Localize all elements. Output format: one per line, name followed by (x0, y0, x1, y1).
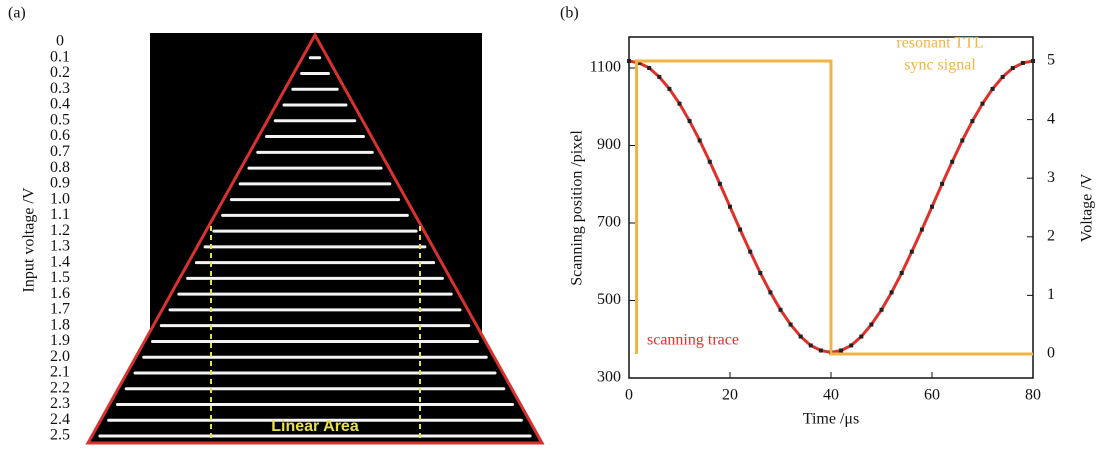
data-point (839, 348, 843, 352)
y-tick-label: 1.0 (50, 190, 70, 207)
y-tick-label: 2.4 (50, 411, 70, 428)
x-tick-label: 80 (1025, 387, 1041, 404)
data-point (789, 323, 793, 327)
y2-tick-label: 4 (1047, 110, 1055, 127)
y-tick-label: 0 (56, 33, 64, 50)
data-point (667, 87, 671, 91)
data-point (859, 335, 863, 339)
data-point (869, 323, 873, 327)
data-point (647, 66, 651, 70)
data-point (910, 250, 914, 254)
y-axis-title: Scanning position /pixel (569, 130, 586, 286)
data-point (981, 102, 985, 106)
data-point (768, 290, 772, 294)
data-point (1011, 66, 1015, 70)
y2-tick-label: 1 (1047, 286, 1055, 303)
data-point (809, 343, 813, 347)
y-tick-label: 2.2 (50, 379, 70, 396)
data-point (728, 205, 732, 209)
x-tick-label: 40 (823, 387, 839, 404)
data-point (960, 138, 964, 142)
x-tick-label: 20 (722, 387, 738, 404)
y-tick-label: 2.5 (50, 427, 70, 444)
y-tick-label: 1.2 (50, 222, 70, 239)
y-tick-label: 0.9 (50, 175, 70, 192)
panel-label: (a) (8, 5, 26, 22)
y-tick-label: 2.3 (50, 395, 70, 412)
y-tick-label: 0.7 (50, 143, 70, 160)
data-point (779, 308, 783, 312)
panel-label: (b) (560, 5, 579, 22)
y2-tick-label: 5 (1047, 52, 1055, 69)
y-tick-label: 0.3 (50, 80, 70, 97)
data-point (1031, 59, 1035, 63)
data-point (698, 138, 702, 142)
y-tick-label: 0.2 (50, 64, 70, 81)
data-point (819, 348, 823, 352)
data-point (748, 250, 752, 254)
data-point (950, 160, 954, 164)
data-point (657, 75, 661, 79)
y-tick-label: 1.8 (50, 316, 70, 333)
data-point (890, 290, 894, 294)
y-tick-label: 0.1 (50, 48, 70, 65)
y-tick-label: 500 (597, 291, 621, 308)
data-point (1001, 75, 1005, 79)
data-point (970, 119, 974, 123)
y-tick-label: 2.1 (50, 364, 70, 381)
y-tick-label: 1.1 (50, 206, 70, 223)
y-tick-label: 1100 (590, 59, 621, 76)
data-point (920, 228, 924, 232)
series-label: resonant TTL (896, 35, 983, 52)
x-tick-label: 60 (924, 387, 940, 404)
data-point (708, 160, 712, 164)
data-point (991, 87, 995, 91)
page: (a) (b) 00.10.20.30.40.50.60.70.80.91.01… (0, 0, 1105, 451)
x-tick-label: 0 (625, 387, 633, 404)
y-tick-label: 1.4 (50, 253, 70, 270)
y-tick-label: 700 (597, 214, 621, 231)
y2-tick-label: 2 (1047, 227, 1055, 244)
y-tick-label: 1.7 (50, 301, 70, 318)
data-point (940, 182, 944, 186)
data-point (688, 119, 692, 123)
y-tick-label: 1.6 (50, 285, 70, 302)
data-point (880, 308, 884, 312)
y-tick-label: 2.0 (50, 348, 70, 365)
data-point (738, 228, 742, 232)
y-tick-label: 1.3 (50, 238, 70, 255)
y2-tick-label: 0 (1047, 345, 1055, 362)
y-tick-label: 0.8 (50, 159, 70, 176)
y-tick-label: 1.9 (50, 332, 70, 349)
data-point (930, 205, 934, 209)
data-point (718, 182, 722, 186)
data-point (799, 335, 803, 339)
annotation: Linear Area (271, 418, 359, 435)
data-point (678, 102, 682, 106)
y-tick-label: 900 (597, 136, 621, 153)
data-point (849, 343, 853, 347)
figure: (a) (b) 00.10.20.30.40.50.60.70.80.91.01… (0, 0, 1105, 451)
y2-axis-title: Voltage /V (1079, 173, 1096, 242)
y-tick-label: 1.5 (50, 269, 70, 286)
y-axis-title: Input voltage /V (21, 187, 38, 292)
x-axis-title: Time /μs (803, 411, 859, 428)
y2-tick-label: 3 (1047, 169, 1055, 186)
y-tick-label: 0.5 (50, 111, 70, 128)
data-point (900, 271, 904, 275)
data-point (758, 271, 762, 275)
data-point (627, 59, 631, 63)
series-label: scanning trace (647, 332, 739, 349)
y-tick-label: 0.6 (50, 127, 70, 144)
y-tick-label: 300 (597, 369, 621, 386)
y-tick-label: 0.4 (50, 96, 70, 113)
series-label: sync signal (904, 57, 976, 74)
data-point (1021, 61, 1025, 65)
series-line (637, 61, 1033, 354)
